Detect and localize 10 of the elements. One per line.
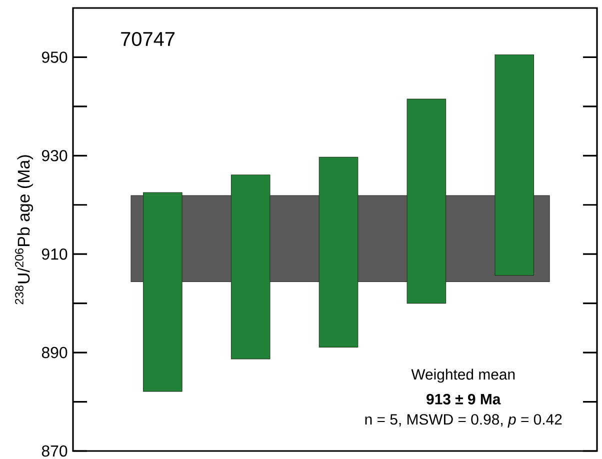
annotation: Weighted mean — [411, 368, 515, 383]
y-axis-title: $^{238}$U/$^{206}$Pb age (Ma) — [15, 155, 34, 304]
y-tick-label: 870 — [42, 445, 68, 457]
y-tick-label: 910 — [42, 248, 68, 260]
y-tick-label: 890 — [42, 346, 68, 358]
y-tick-label: 950 — [42, 52, 68, 63]
annotation: n = 5, MSWD = 0.98, p = 0.42 — [365, 414, 562, 428]
text: 70747 — [121, 32, 174, 46]
y-tick-label: 930 — [42, 150, 68, 162]
annotation: 913 ± 9 Ma — [426, 394, 501, 404]
